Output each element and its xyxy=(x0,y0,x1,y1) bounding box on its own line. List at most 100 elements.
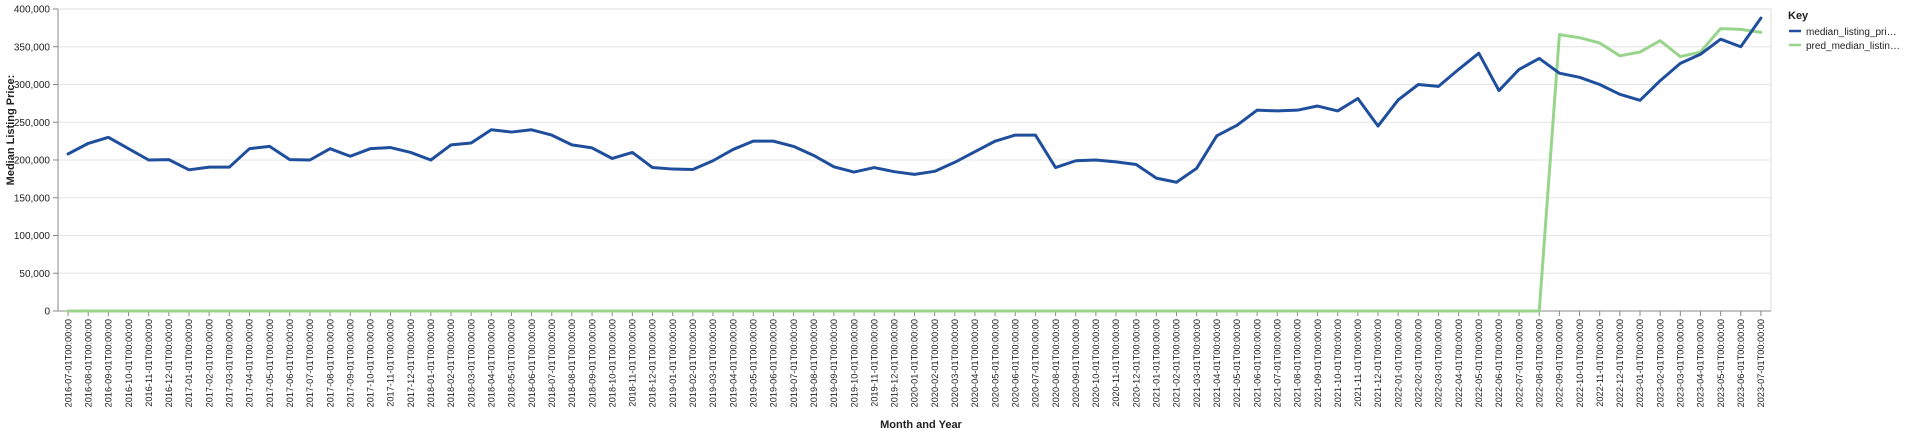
x-tick-label: 2021-01-01T00:00:00 xyxy=(1152,319,1162,407)
series-line-pred xyxy=(66,27,1763,313)
y-tick-label: 350,000 xyxy=(14,42,51,53)
x-tick-label: 2021-11-01T00:00:00 xyxy=(1353,319,1363,407)
y-tick-label: 300,000 xyxy=(14,80,51,91)
x-tick-label: 2017-12-01T00:00:00 xyxy=(406,319,416,407)
x-tick-label: 2022-12-01T00:00:00 xyxy=(1615,319,1625,407)
x-tick-label: 2021-02-01T00:00:00 xyxy=(1172,319,1182,407)
legend: Key median_listing_pri… pred_median_list… xyxy=(1788,10,1900,52)
x-tick-label: 2020-08-01T00:00:00 xyxy=(1051,319,1061,407)
x-tick-label: 2021-03-01T00:00:00 xyxy=(1192,319,1202,407)
x-tick-label: 2018-05-01T00:00:00 xyxy=(507,319,517,407)
x-tick-label: 2020-04-01T00:00:00 xyxy=(970,319,980,407)
y-tick-label: 50,000 xyxy=(19,269,50,280)
x-tick-label: 2021-08-01T00:00:00 xyxy=(1293,319,1303,407)
x-tick-label: 2022-08-01T00:00:00 xyxy=(1534,319,1544,407)
x-tick-label: 2023-03-01T00:00:00 xyxy=(1676,319,1686,407)
x-tick-label: 2022-01-01T00:00:00 xyxy=(1393,319,1403,407)
x-tick-label: 2019-01-01T00:00:00 xyxy=(668,319,678,407)
x-tick-label: 2022-11-01T00:00:00 xyxy=(1595,319,1605,407)
x-tick-label: 2022-05-01T00:00:00 xyxy=(1474,319,1484,407)
x-tick-label: 2019-03-01T00:00:00 xyxy=(708,319,718,407)
x-tick-label: 2018-06-01T00:00:00 xyxy=(527,319,537,407)
x-tick-label: 2016-12-01T00:00:00 xyxy=(164,319,174,407)
x-tick-label: 2019-04-01T00:00:00 xyxy=(728,319,738,407)
x-tick-label: 2022-09-01T00:00:00 xyxy=(1555,319,1565,407)
x-tick-label: 2021-12-01T00:00:00 xyxy=(1373,319,1383,407)
x-tick-label: 2018-01-01T00:00:00 xyxy=(426,319,436,407)
x-tick-label: 2017-10-01T00:00:00 xyxy=(366,319,376,407)
x-tick-label: 2023-04-01T00:00:00 xyxy=(1696,319,1706,407)
x-tick-label: 2023-02-01T00:00:00 xyxy=(1655,319,1665,407)
x-tick-label: 2021-06-01T00:00:00 xyxy=(1252,319,1262,407)
x-axis: 2016-07-01T00:00:00 2016-08-01T00:00:00 20… xyxy=(58,310,1771,407)
x-tick-label: 2020-11-01T00:00:00 xyxy=(1111,319,1121,407)
x-tick-label: 2019-09-01T00:00:00 xyxy=(829,319,839,407)
x-tick-label: 2017-06-01T00:00:00 xyxy=(285,319,295,407)
series-lines xyxy=(66,16,1763,313)
x-tick-label: 2018-09-01T00:00:00 xyxy=(587,319,597,407)
x-tick-label: 2018-11-01T00:00:00 xyxy=(628,319,638,407)
y-tick-label: 100,000 xyxy=(14,231,51,242)
x-tick-label: 2022-02-01T00:00:00 xyxy=(1414,319,1424,407)
x-tick-label: 2017-01-01T00:00:00 xyxy=(184,319,194,407)
x-tick-label: 2019-10-01T00:00:00 xyxy=(849,319,859,407)
x-tick-label: 2018-08-01T00:00:00 xyxy=(567,319,577,407)
x-tick-label: 2020-12-01T00:00:00 xyxy=(1131,319,1141,407)
series-line-median xyxy=(66,16,1763,184)
x-tick-label: 2019-06-01T00:00:00 xyxy=(769,319,779,407)
x-tick-label: 2017-09-01T00:00:00 xyxy=(345,319,355,407)
x-tick-label: 2017-04-01T00:00:00 xyxy=(245,319,255,407)
y-tick-label: 250,000 xyxy=(14,118,51,129)
x-tick-label: 2020-05-01T00:00:00 xyxy=(990,319,1000,407)
x-tick-label: 2018-12-01T00:00:00 xyxy=(648,319,658,407)
x-tick-label: 2016-11-01T00:00:00 xyxy=(144,319,154,407)
x-tick-label: 2016-10-01T00:00:00 xyxy=(124,319,134,407)
x-tick-label: 2021-05-01T00:00:00 xyxy=(1232,319,1242,407)
x-tick-label: 2022-10-01T00:00:00 xyxy=(1575,319,1585,407)
x-tick-label: 2020-02-01T00:00:00 xyxy=(930,319,940,407)
x-tick-label: 2016-07-01T00:00:00 xyxy=(63,319,73,407)
x-tick-label: 2021-04-01T00:00:00 xyxy=(1212,319,1222,407)
x-tick-label: 2020-06-01T00:00:00 xyxy=(1010,319,1020,407)
x-tick-label: 2018-02-01T00:00:00 xyxy=(446,319,456,407)
x-tick-label: 2023-07-01T00:00:00 xyxy=(1756,319,1766,407)
x-tick-label: 2018-04-01T00:00:00 xyxy=(487,319,497,407)
gridlines xyxy=(57,8,1772,312)
x-tick-label: 2020-01-01T00:00:00 xyxy=(910,319,920,407)
x-tick-label: 2018-10-01T00:00:00 xyxy=(607,319,617,407)
legend-label-pred: pred_median_listin… xyxy=(1806,41,1900,52)
x-tick-label: 2019-08-01T00:00:00 xyxy=(809,319,819,407)
x-tick-label: 2020-03-01T00:00:00 xyxy=(950,319,960,407)
x-tick-label: 2022-03-01T00:00:00 xyxy=(1434,319,1444,407)
x-tick-label: 2019-02-01T00:00:00 xyxy=(688,319,698,407)
x-tick-label: 2023-05-01T00:00:00 xyxy=(1716,319,1726,407)
x-tick-label: 2022-07-01T00:00:00 xyxy=(1514,319,1524,407)
x-tick-label: 2020-07-01T00:00:00 xyxy=(1031,319,1041,407)
x-tick-label: 2018-07-01T00:00:00 xyxy=(547,319,557,407)
x-tick-label: 2018-03-01T00:00:00 xyxy=(466,319,476,407)
x-tick-label: 2019-05-01T00:00:00 xyxy=(748,319,758,407)
x-tick-label: 2020-10-01T00:00:00 xyxy=(1091,319,1101,407)
x-tick-label: 2023-01-01T00:00:00 xyxy=(1635,319,1645,407)
y-tick-label: 200,000 xyxy=(14,156,51,167)
legend-label-median: median_listing_pri… xyxy=(1806,27,1897,38)
legend-title: Key xyxy=(1788,10,1809,22)
x-tick-label: 2021-10-01T00:00:00 xyxy=(1333,319,1343,407)
x-tick-label: 2017-08-01T00:00:00 xyxy=(325,319,335,407)
x-tick-label: 2017-07-01T00:00:00 xyxy=(305,319,315,407)
x-tick-label: 2019-12-01T00:00:00 xyxy=(890,319,900,407)
x-tick-label: 2023-06-01T00:00:00 xyxy=(1736,319,1746,407)
y-tick-label: 150,000 xyxy=(14,193,51,204)
y-axis-title: Median Listing Price: xyxy=(5,75,17,186)
x-tick-label: 2019-11-01T00:00:00 xyxy=(869,319,879,407)
y-tick-label: 0 xyxy=(44,307,50,318)
x-axis-title: Month and Year xyxy=(880,419,962,431)
x-tick-label: 2016-09-01T00:00:00 xyxy=(104,319,114,407)
y-tick-label: 400,000 xyxy=(14,5,51,16)
x-tick-label: 2022-04-01T00:00:00 xyxy=(1454,319,1464,407)
x-tick-label: 2022-06-01T00:00:00 xyxy=(1494,319,1504,407)
x-tick-label: 2021-09-01T00:00:00 xyxy=(1313,319,1323,407)
y-axis: 0 50,000 100,000 150,000 200,000 250,000 300,0… xyxy=(14,5,59,318)
x-tick-label: 2017-03-01T00:00:00 xyxy=(225,319,235,407)
x-tick-label: 2017-05-01T00:00:00 xyxy=(265,319,275,407)
